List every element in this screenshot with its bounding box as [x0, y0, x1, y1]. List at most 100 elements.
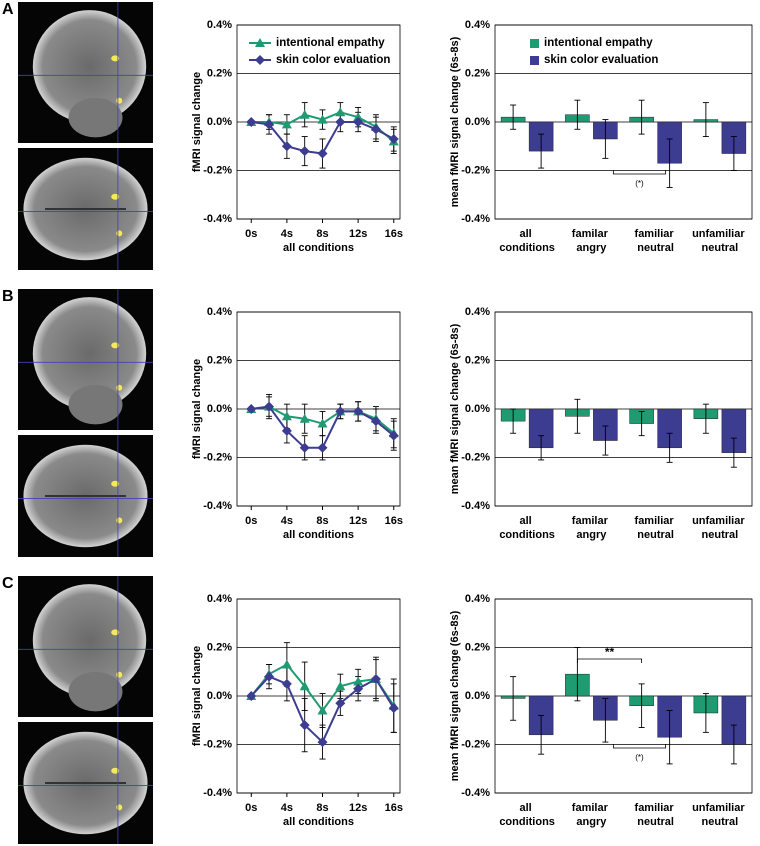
error-bar: [638, 683, 645, 728]
marker: [264, 671, 275, 682]
activation: [111, 629, 120, 636]
error-bar: [702, 693, 709, 733]
legend-label: intentional empathy: [544, 37, 653, 49]
significance-bracket: [612, 744, 667, 749]
error-bar: [638, 99, 645, 135]
x-tick-label: 0s: [245, 228, 257, 240]
activation: [116, 804, 123, 811]
y-tick-label: -0.4%: [461, 787, 490, 799]
y-tick-label: 0.2%: [207, 641, 232, 653]
y-tick-label: 0.4%: [465, 593, 490, 605]
marker: [299, 146, 310, 157]
marker: [353, 676, 364, 686]
activation: [111, 480, 120, 487]
marker: [246, 404, 257, 414]
error-bar: [538, 435, 545, 461]
error-bar: [538, 714, 545, 755]
marker: [317, 705, 328, 715]
marker: [317, 148, 328, 159]
marker: [281, 119, 292, 129]
marker: [370, 416, 381, 427]
error-bar: [574, 398, 581, 434]
marker: [317, 418, 328, 428]
marker: [335, 117, 346, 127]
marker: [299, 413, 310, 423]
y-tick-label: 0.0%: [465, 690, 490, 702]
y-tick-label: 0.4%: [207, 19, 232, 31]
significance-bracket: [576, 658, 643, 663]
activation: [111, 193, 120, 200]
marker: [246, 117, 257, 127]
activation: [111, 767, 120, 774]
marker: [299, 442, 310, 453]
significance-bracket: [612, 170, 667, 175]
x-tick-label: familar angry: [572, 515, 611, 541]
plot-frame: [236, 24, 401, 220]
x-tick-label: unfamiliar neutral: [692, 228, 748, 254]
y-tick-label: 0.4%: [207, 306, 232, 318]
error-bar: [702, 102, 709, 138]
marker: [299, 720, 310, 731]
y-tick-label: 0.0%: [465, 116, 490, 128]
y-axis-title: fMRI signal change: [191, 646, 203, 746]
y-tick-label: -0.4%: [203, 213, 232, 225]
marker: [317, 442, 328, 453]
y-tick-label: 0.2%: [465, 354, 490, 366]
y-tick-label: -0.2%: [203, 738, 232, 750]
y-tick-label: -0.2%: [461, 164, 490, 176]
panel-label: C: [2, 575, 14, 592]
brain-image: [68, 671, 123, 712]
activation: [116, 517, 123, 524]
marker: [281, 678, 292, 689]
plot-frame: [494, 311, 753, 507]
x-tick-label: 12s: [349, 228, 367, 240]
plot-frame: [236, 598, 401, 794]
brain-image: [68, 97, 123, 138]
marker: [370, 674, 381, 685]
x-tick-label: 8s: [316, 515, 328, 527]
activation: [116, 384, 123, 391]
error-bar: [510, 676, 517, 721]
marker: [353, 406, 364, 417]
marker: [388, 133, 399, 144]
x-tick-label: 0s: [245, 515, 257, 527]
activation: [116, 671, 123, 678]
x-tick-label: 4s: [281, 228, 293, 240]
x-tick-label: familiar neutral: [635, 228, 677, 254]
plot-frame: [236, 311, 401, 507]
panel-label: A: [2, 1, 14, 18]
x-tick-label: all conditions: [499, 515, 555, 541]
x-axis-title: all conditions: [283, 242, 354, 254]
y-tick-label: 0.2%: [465, 67, 490, 79]
marker: [246, 691, 257, 701]
panel-label: B: [2, 288, 14, 305]
marker: [353, 117, 364, 127]
x-tick-label: 8s: [316, 802, 328, 814]
activation: [111, 342, 120, 349]
x-tick-label: 12s: [349, 802, 367, 814]
marker: [353, 112, 364, 122]
marker: [281, 411, 292, 421]
plot-frame: [494, 24, 753, 220]
marker: [317, 737, 328, 748]
activation: [116, 230, 123, 237]
x-tick-label: 16s: [385, 802, 403, 814]
y-tick-label: 0.2%: [465, 641, 490, 653]
x-tick-label: 12s: [349, 515, 367, 527]
activation: [116, 97, 123, 104]
significance-label: (*): [635, 179, 644, 188]
y-tick-label: 0.2%: [207, 354, 232, 366]
y-tick-label: 0.0%: [207, 116, 232, 128]
y-tick-label: 0.4%: [465, 306, 490, 318]
error-bar: [666, 710, 673, 765]
y-tick-label: -0.4%: [203, 500, 232, 512]
y-tick-label: -0.4%: [203, 787, 232, 799]
marker: [335, 681, 346, 691]
x-tick-label: 4s: [281, 802, 293, 814]
y-axis-title: fMRI signal change: [191, 359, 203, 459]
y-tick-label: 0.0%: [207, 690, 232, 702]
error-bar: [702, 403, 709, 434]
y-tick-label: 0.0%: [207, 403, 232, 415]
error-bar: [538, 133, 545, 169]
error-bar: [638, 410, 645, 437]
